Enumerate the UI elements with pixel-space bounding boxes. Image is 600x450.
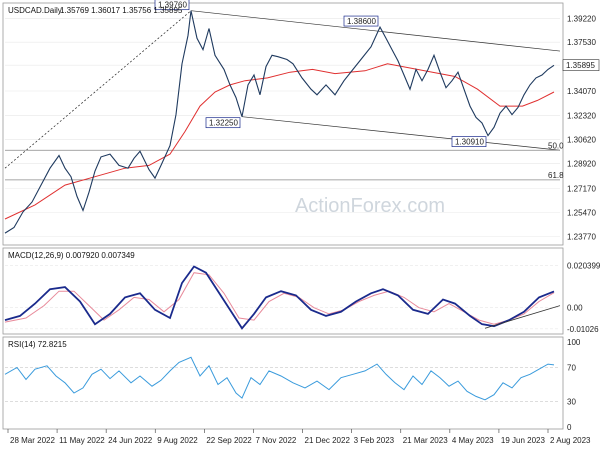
macd-axis-ticks: 0.020399 0.00 -0.01026: [567, 262, 600, 334]
date-tick-label: 24 Jun 2022: [108, 436, 153, 445]
price-tick-label: 1.25470: [567, 208, 596, 217]
date-tick-label: 21 Mar 2023: [403, 436, 448, 445]
rsi-panel-frame: [2, 336, 564, 430]
ohlc-values: 1.35769 1.36017 1.35756 1.35895: [60, 6, 183, 15]
price-annotation-box: [343, 15, 379, 27]
macd-grid: [5, 265, 560, 330]
rsi-title: RSI(14) 72.8215: [8, 340, 67, 349]
price-annotation-label: 1.32250: [209, 119, 238, 128]
date-tick-label: 19 Jun 2023: [501, 436, 546, 445]
price-tick-label: 1.30620: [567, 136, 596, 145]
date-tick-label: 4 May 2023: [452, 436, 494, 445]
price-line: [4, 10, 555, 234]
last-price-box: [562, 59, 600, 72]
rsi-axis-ticks: 100 70 30 0: [567, 338, 581, 432]
rsi-tick-label: 70: [567, 364, 576, 373]
date-tick-label: 28 Mar 2022: [10, 436, 55, 445]
date-tick-label: 9 Aug 2022: [157, 436, 198, 445]
rsi-grid: [5, 367, 560, 402]
price-annotation-label: 1.30910: [455, 138, 484, 147]
date-axis: 28 Mar 2022 11 May 2022 24 Jun 2022 9 Aug 2…: [7, 429, 591, 445]
price-tick-label: 1.39220: [567, 14, 596, 23]
date-tick-label: 7 Nov 2022: [255, 436, 296, 445]
price-tick-label: 1.37530: [567, 38, 596, 47]
rsi-line: [4, 356, 555, 401]
price-tick-label: 1.27170: [567, 184, 596, 193]
channel-lines: [4, 10, 561, 169]
price-annotation-box: [154, 0, 190, 11]
instrument-label: USDCAD.Daily: [8, 6, 62, 15]
price-annotation-box: [451, 136, 487, 147]
rsi-tick-label: 100: [567, 338, 581, 347]
price-tick-label: 1.32320: [567, 112, 596, 121]
price-annotations: 1.39760 1.38600 1.32250 1.30910: [154, 0, 487, 147]
macd-line: [4, 265, 555, 330]
rsi-tick-label: 0: [567, 423, 572, 432]
macd-tick-label: -0.01026: [567, 325, 599, 334]
date-tick-label: 3 Feb 2023: [354, 436, 395, 445]
price-panel-frame: [2, 2, 564, 246]
date-tick-label: 21 Dec 2022: [305, 436, 351, 445]
price-tick-label: 1.28920: [567, 160, 596, 169]
macd-tick-label: 0.00: [567, 304, 583, 313]
channel-line: [190, 10, 561, 52]
price-annotation-box: [205, 117, 241, 129]
fib-level-label: 61.8: [548, 171, 564, 180]
date-tick-label: 11 May 2022: [59, 436, 105, 445]
macd-tick-label: 0.020399: [567, 262, 600, 271]
price-tick-label: 1.23770: [567, 232, 596, 241]
moving-average-line: [4, 63, 555, 220]
price-grid: [5, 18, 560, 237]
channel-line: [241, 116, 561, 151]
price-tick-label: 1.34070: [567, 87, 596, 96]
watermark: ActionForex.com: [295, 195, 445, 217]
date-tick-label: 22 Sep 2022: [206, 436, 252, 445]
fibonacci-levels: 50.0 61.8: [5, 141, 564, 181]
price-annotation-label: 1.38600: [347, 17, 376, 26]
fib-level-label: 50.0: [548, 141, 564, 150]
macd-panel-frame: [2, 247, 564, 335]
date-tick-label: 2 Aug 2023: [550, 436, 591, 445]
last-price-label: 1.35895: [566, 61, 595, 70]
price-annotation-label: 1.39760: [158, 1, 187, 10]
macd-title: MACD(12,26,9) 0.007920 0.007349: [8, 251, 135, 260]
rsi-tick-label: 30: [567, 398, 576, 407]
dashed-trend-line: [4, 10, 192, 169]
macd-trend-line: [484, 305, 561, 329]
